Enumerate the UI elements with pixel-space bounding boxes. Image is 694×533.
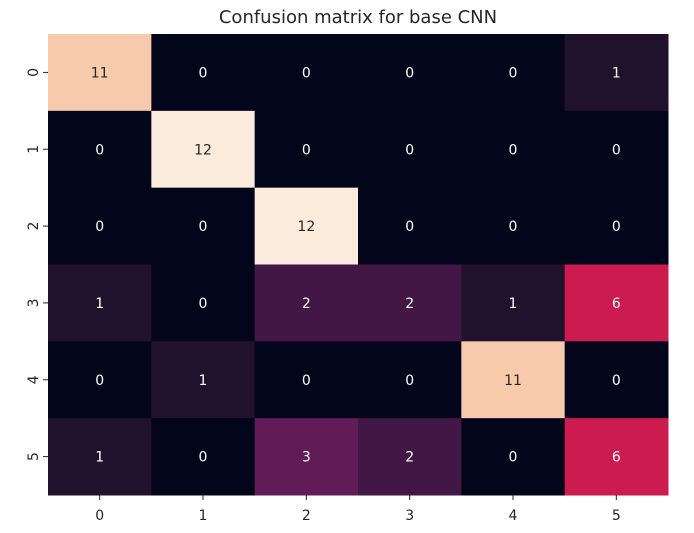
heatmap-cell-r5-c3 — [358, 418, 462, 496]
cell-value-r1-c5: 0 — [612, 142, 621, 158]
heatmap-cell-r5-c4 — [461, 418, 566, 496]
x-tick-label-1: 1 — [199, 508, 208, 524]
heatmap-cell-r3-c2 — [254, 264, 359, 342]
heatmap-cell-r0-c0 — [48, 34, 152, 112]
heatmap-cell-r1-c1 — [151, 110, 256, 189]
cell-value-r1-c0: 0 — [95, 142, 104, 158]
heatmap-cell-r2-c2 — [254, 187, 359, 265]
x-tick-label-5: 5 — [612, 508, 621, 524]
heatmap-cell-r2-c5 — [564, 187, 669, 265]
heatmap-cell-r1-c2 — [254, 110, 359, 189]
x-tick-label-3: 3 — [405, 508, 414, 524]
heatmap-cell-r3-c5 — [564, 264, 669, 342]
heatmap-cell-r5-c0 — [48, 418, 152, 496]
heatmap-cell-r2-c4 — [461, 187, 566, 265]
cell-value-r1-c2: 0 — [302, 142, 311, 158]
heatmap-cells: 11 0 0 0 0 1 0 12 0 0 0 0 0 0 12 0 0 0 1 0 2 2 1 6 0 1 0 0 11 0 1 0 3 2 0 6 — [48, 34, 669, 496]
cell-value-r0-c4: 0 — [509, 65, 518, 81]
heatmap-cell-r1-c3 — [358, 110, 462, 189]
cell-value-r3-c4: 1 — [509, 296, 518, 312]
y-tick-label-0: 0 — [26, 68, 42, 77]
cell-value-r5-c3: 2 — [405, 450, 414, 466]
cell-value-r2-c5: 0 — [612, 219, 621, 235]
cell-value-r4-c3: 0 — [405, 373, 414, 389]
heatmap-cell-r4-c0 — [48, 341, 152, 419]
heatmap-cell-r4-c3 — [358, 341, 462, 419]
cell-value-r0-c2: 0 — [302, 65, 311, 81]
cell-value-r0-c1: 0 — [199, 65, 208, 81]
x-axis-ticks: 0 1 2 3 4 5 — [95, 495, 621, 524]
heatmap-cell-r4-c4 — [461, 341, 566, 419]
cell-value-r5-c5: 6 — [612, 450, 621, 466]
cell-value-r2-c0: 0 — [95, 219, 104, 235]
heatmap-cell-r3-c0 — [48, 264, 152, 342]
cell-value-r0-c0: 11 — [91, 65, 109, 81]
cell-value-r1-c4: 0 — [509, 142, 518, 158]
heatmap-cell-r2-c1 — [151, 187, 256, 265]
heatmap-cell-r5-c1 — [151, 418, 256, 496]
cell-value-r4-c4: 11 — [504, 373, 522, 389]
cell-value-r3-c0: 1 — [95, 296, 104, 312]
cell-value-r3-c3: 2 — [405, 296, 414, 312]
heatmap-cell-r0-c1 — [151, 34, 256, 112]
cell-value-r2-c1: 0 — [199, 219, 208, 235]
cell-value-r4-c5: 0 — [612, 373, 621, 389]
heatmap-cell-r5-c5 — [564, 418, 669, 496]
y-tick-label-4: 4 — [26, 375, 42, 384]
heatmap-cell-r0-c5 — [564, 34, 669, 112]
heatmap-cell-r0-c4 — [461, 34, 566, 112]
heatmap-cell-r3-c3 — [358, 264, 462, 342]
cell-value-r5-c4: 0 — [509, 450, 518, 466]
cell-value-r2-c3: 0 — [405, 219, 414, 235]
cell-value-r4-c2: 0 — [302, 373, 311, 389]
y-tick-label-5: 5 — [26, 452, 42, 461]
y-tick-label-2: 2 — [26, 222, 42, 231]
x-tick-label-2: 2 — [302, 508, 311, 524]
cell-value-r4-c1: 1 — [199, 373, 208, 389]
y-tick-label-3: 3 — [26, 298, 42, 307]
heatmap-cell-r3-c1 — [151, 264, 256, 342]
cell-value-r5-c1: 0 — [199, 450, 208, 466]
heatmap-cell-r4-c5 — [564, 341, 669, 419]
x-tick-label-0: 0 — [95, 508, 104, 524]
cell-value-r3-c2: 2 — [302, 296, 311, 312]
cell-value-r0-c5: 1 — [612, 65, 621, 81]
heatmap-cell-r5-c2 — [254, 418, 359, 496]
heatmap-cell-r0-c3 — [358, 34, 462, 112]
heatmap-cell-r1-c4 — [461, 110, 566, 189]
cell-value-r2-c2: 12 — [297, 219, 315, 235]
heatmap-cell-r2-c3 — [358, 187, 462, 265]
heatmap-cell-r4-c1 — [151, 341, 256, 419]
heatmap-cell-r1-c0 — [48, 110, 152, 189]
heatmap-cell-r0-c2 — [254, 34, 359, 112]
y-axis-ticks: 0 1 2 3 4 5 — [26, 68, 48, 461]
cell-value-r3-c1: 0 — [199, 296, 208, 312]
heatmap-cell-r3-c4 — [461, 264, 566, 342]
y-tick-label-1: 1 — [26, 145, 42, 154]
cell-value-r1-c3: 0 — [405, 142, 414, 158]
heatmap-cell-r2-c0 — [48, 187, 152, 265]
x-tick-label-4: 4 — [509, 508, 518, 524]
cell-value-r5-c0: 1 — [95, 450, 104, 466]
heatmap-cell-r1-c5 — [564, 110, 669, 189]
chart-title: Confusion matrix for base CNN — [219, 7, 497, 28]
cell-value-r4-c0: 0 — [95, 373, 104, 389]
cell-value-r5-c2: 3 — [302, 450, 311, 466]
cell-value-r2-c4: 0 — [509, 219, 518, 235]
cell-value-r0-c3: 0 — [405, 65, 414, 81]
heatmap-cell-r4-c2 — [254, 341, 359, 419]
cell-value-r3-c5: 6 — [612, 296, 621, 312]
cell-value-r1-c1: 12 — [194, 142, 212, 158]
